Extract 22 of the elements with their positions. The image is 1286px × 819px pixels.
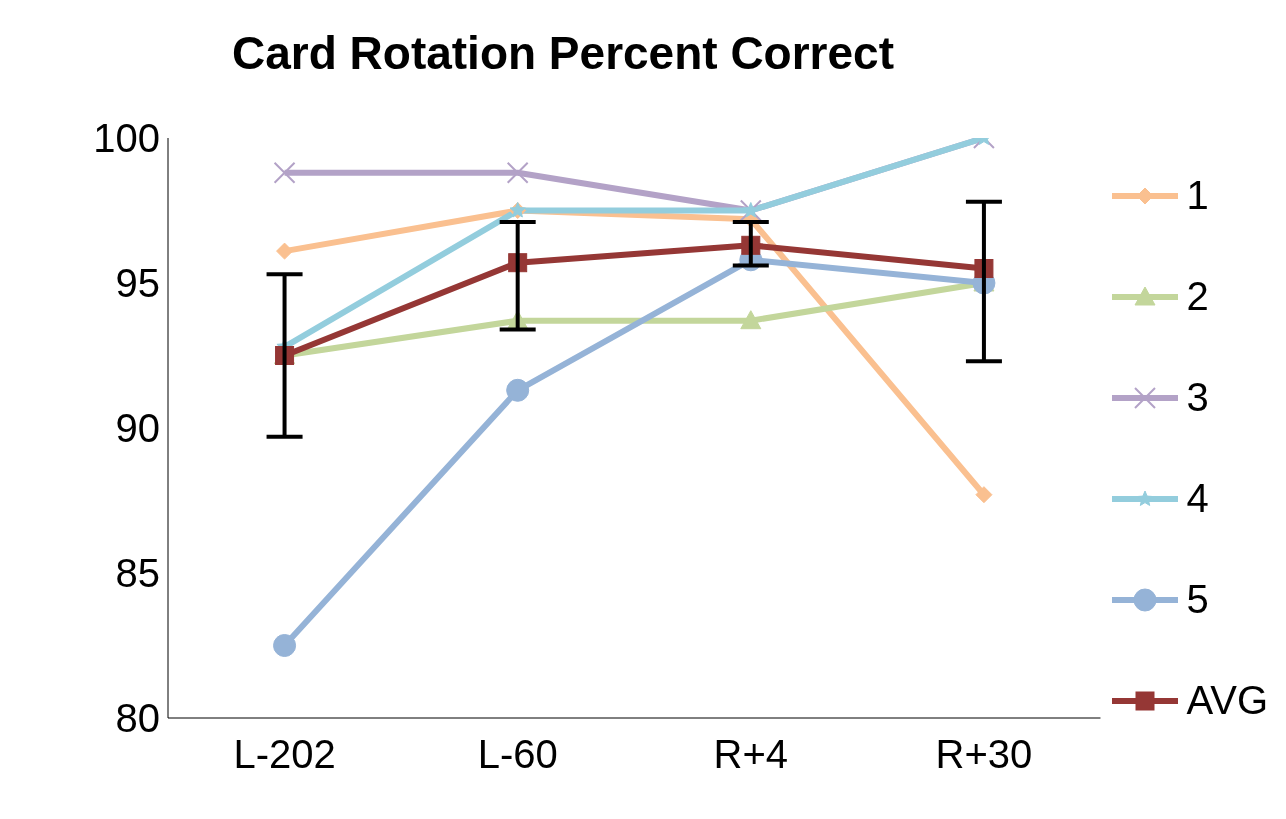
x-tick-label: L-202: [233, 732, 336, 777]
point: [273, 634, 297, 657]
legend-label: 2: [1186, 274, 1209, 319]
point: [975, 486, 993, 504]
y-tick-label: 80: [115, 696, 160, 741]
point: [506, 378, 530, 402]
x-tick-label: L-60: [477, 732, 558, 777]
legend-label: 1: [1186, 173, 1209, 218]
legend-label: AVG: [1186, 678, 1268, 723]
chart-title: Card Rotation Percent Correct: [231, 26, 895, 81]
point: [276, 242, 294, 260]
y-tick-label: 95: [115, 261, 160, 306]
legend-label: 4: [1186, 476, 1209, 521]
x-tick-label: R+4: [713, 732, 789, 777]
point: [506, 161, 529, 184]
legend-label: 3: [1186, 375, 1209, 420]
x-tick-label: R+30: [935, 732, 1033, 777]
legend-label: 5: [1186, 577, 1209, 622]
y-tick-label: 90: [115, 406, 160, 451]
y-tick-label: 100: [93, 116, 160, 161]
y-tick-label: 85: [115, 551, 160, 596]
point: [273, 161, 296, 184]
